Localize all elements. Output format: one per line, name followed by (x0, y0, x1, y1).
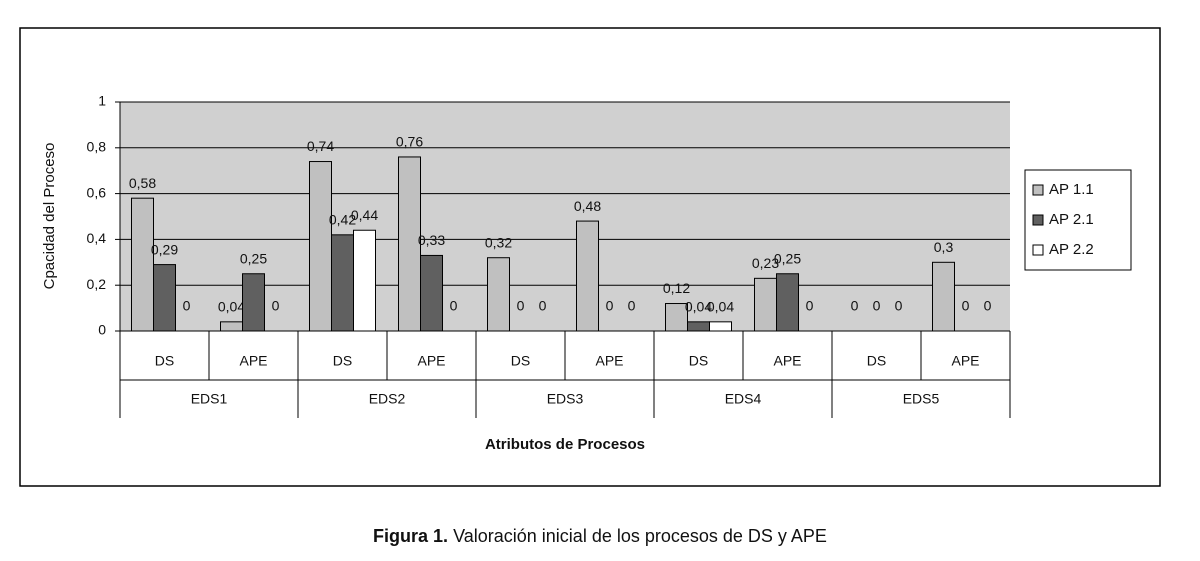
x-tick-label: DS (689, 353, 708, 369)
y-tick-label: 0,6 (87, 184, 107, 200)
bar (754, 277, 777, 332)
data-label: 0,3 (934, 239, 954, 255)
group-label: EDS4 (725, 391, 762, 407)
group-label: EDS3 (547, 391, 584, 407)
data-label: 0,58 (129, 175, 156, 191)
data-label: 0 (517, 298, 525, 314)
data-label: 0,32 (485, 234, 512, 250)
data-label: 0 (984, 298, 992, 314)
bar (242, 273, 265, 332)
legend-label: AP 1.1 (1049, 181, 1094, 198)
bar (687, 321, 710, 332)
data-label: 0,44 (351, 207, 378, 223)
data-label: 0,04 (707, 299, 734, 315)
x-tick-label: APE (773, 353, 801, 369)
data-label: 0 (539, 298, 547, 314)
data-label: 0,33 (418, 232, 445, 248)
x-tick-label: APE (951, 353, 979, 369)
data-label: 0 (962, 298, 970, 314)
legend-label: AP 2.1 (1049, 211, 1094, 228)
data-label: 0,29 (151, 241, 178, 257)
data-label: 0 (606, 298, 614, 314)
bar (576, 220, 599, 332)
data-label: 0 (806, 298, 814, 314)
data-label: 0,76 (396, 134, 423, 150)
data-label: 0 (851, 298, 859, 314)
bar (353, 229, 376, 332)
x-tick-label: DS (511, 353, 530, 369)
bar (420, 254, 443, 332)
x-tick-label: DS (867, 353, 886, 369)
data-label: 0,42 (329, 212, 356, 228)
x-axis-title: Atributos de Procesos (485, 436, 645, 453)
legend-swatch (1032, 214, 1044, 226)
y-tick-label: 1 (98, 93, 106, 109)
data-label: 0 (628, 298, 636, 314)
data-label: 0 (895, 298, 903, 314)
bar (709, 321, 732, 332)
data-label: 0,12 (663, 280, 690, 296)
bar (309, 161, 332, 332)
data-label: 0,48 (574, 198, 601, 214)
legend-swatch (1032, 184, 1044, 196)
caption: Figura 1. Valoración inicial de los proc… (373, 526, 827, 546)
group-label: EDS2 (369, 391, 406, 407)
x-tick-label: APE (239, 353, 267, 369)
x-tick-label: APE (595, 353, 623, 369)
y-tick-label: 0,8 (87, 139, 107, 155)
group-label: EDS5 (903, 391, 940, 407)
data-label: 0,23 (752, 255, 779, 271)
x-tick-label: DS (155, 353, 174, 369)
data-label: 0,25 (240, 250, 267, 266)
data-label: 0 (450, 298, 458, 314)
y-tick-label: 0,4 (87, 230, 107, 246)
x-tick-label: DS (333, 353, 352, 369)
y-tick-label: 0 (98, 322, 106, 338)
plot-background (120, 102, 1010, 331)
data-label: 0 (183, 298, 191, 314)
y-tick-label: 0,2 (87, 276, 107, 292)
data-label: 0,04 (685, 299, 712, 315)
group-label: EDS1 (191, 391, 228, 407)
caption-label: Figura 1. (373, 526, 448, 546)
data-label: 0 (272, 298, 280, 314)
bar (331, 234, 354, 332)
legend-label: AP 2.2 (1049, 241, 1094, 258)
bar (487, 257, 510, 332)
data-label: 0,04 (218, 299, 245, 315)
bar (665, 303, 688, 332)
bar (932, 261, 955, 332)
data-label: 0 (873, 298, 881, 314)
bar (776, 273, 799, 332)
bar (153, 264, 176, 332)
y-axis-title: Cpacidad del Proceso (41, 143, 58, 290)
bar (398, 156, 421, 332)
legend-swatch (1032, 244, 1044, 256)
bar (131, 197, 154, 332)
data-label: 0,25 (774, 250, 801, 266)
x-tick-label: APE (417, 353, 445, 369)
caption-text: Valoración inicial de los procesos de DS… (453, 526, 827, 546)
bar (220, 321, 243, 332)
data-label: 0,74 (307, 138, 334, 154)
